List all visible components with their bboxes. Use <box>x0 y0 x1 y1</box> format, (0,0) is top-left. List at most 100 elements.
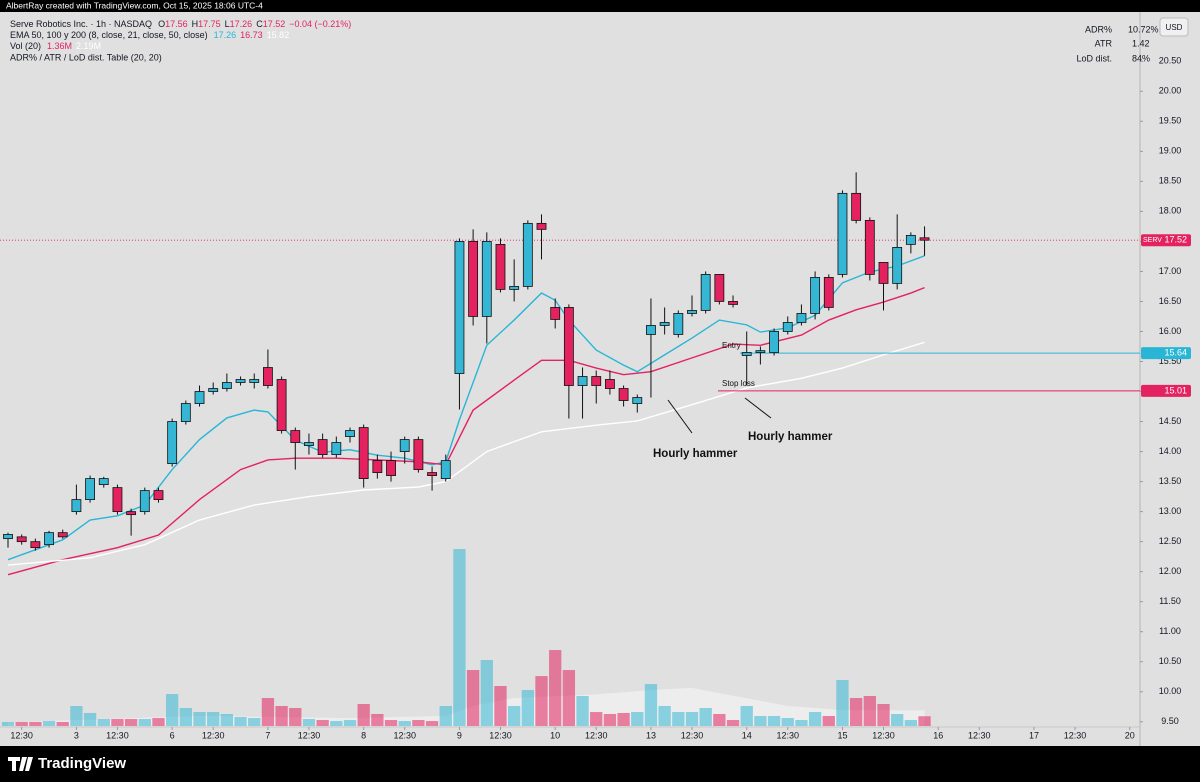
volume-bar <box>152 718 165 726</box>
volume-bar <box>207 712 220 726</box>
candle-body <box>864 219 875 275</box>
candle-body <box>167 421 178 464</box>
volume-bar <box>316 720 329 726</box>
level-label: Entry <box>722 341 741 350</box>
table-cell: LoD dist. <box>1076 53 1112 63</box>
volume-bar <box>289 708 302 726</box>
y-tick-label: 10.00 <box>1159 686 1182 696</box>
volume-bar <box>891 713 904 726</box>
volume-bar <box>15 721 28 726</box>
volume-bar <box>275 705 288 726</box>
volume-bar <box>83 712 97 726</box>
candle-body <box>659 322 670 326</box>
volume-bar <box>699 708 712 726</box>
candle-body <box>358 427 369 479</box>
x-tick-label: 12:30 <box>298 730 321 740</box>
candle-body <box>673 313 684 335</box>
volume-bar <box>302 719 316 726</box>
volume-bar <box>562 670 576 726</box>
candle-body <box>263 367 273 386</box>
vol-legend: Vol (20) 1.36M 2.19M <box>10 41 101 51</box>
volume-bar <box>124 719 138 726</box>
c-label: C <box>256 19 263 29</box>
x-tick-label: 12:30 <box>776 730 799 740</box>
candle-body <box>700 274 711 311</box>
level-tag-label: 15.64 <box>1164 347 1187 357</box>
candle-body <box>208 388 219 392</box>
x-tick-label: 7 <box>265 730 270 740</box>
symbol-tag: SERV <box>1143 237 1162 244</box>
candle-body <box>454 240 465 374</box>
volume-bar <box>29 721 42 726</box>
x-tick-label: 15 <box>837 730 847 740</box>
x-tick-label: 12:30 <box>202 730 225 740</box>
y-tick-label: 19.50 <box>1159 116 1182 126</box>
candle-body <box>249 379 260 383</box>
candle-body <box>180 403 191 422</box>
brand: TradingView <box>38 755 126 772</box>
volume-bar <box>918 716 931 726</box>
volume-bar <box>658 705 671 726</box>
volume-bar <box>713 713 726 726</box>
ema-value: 16.73 <box>240 30 263 40</box>
credit: AlbertRay created with TradingView.com, … <box>6 0 263 10</box>
volume-bar <box>70 705 83 726</box>
volume-bar <box>343 720 357 726</box>
candle-body <box>44 532 54 546</box>
volume-bar <box>384 720 398 726</box>
candle-body <box>98 478 109 485</box>
candle-body <box>823 277 834 308</box>
volume-bar <box>603 713 617 726</box>
volume-bar <box>590 712 603 726</box>
y-tick-label: 12.00 <box>1159 566 1182 576</box>
volume-bar <box>220 713 234 726</box>
volume-bar <box>781 718 794 726</box>
currency-box <box>1159 17 1189 37</box>
candle-body <box>919 237 930 241</box>
candle-body <box>782 322 793 332</box>
x-tick-label: 12:30 <box>106 730 129 740</box>
candle-body <box>290 430 301 443</box>
y-tick-label: 14.50 <box>1159 416 1182 426</box>
x-tick-label: 12:30 <box>681 730 704 740</box>
table-cell: ATR <box>1095 38 1113 48</box>
x-tick-label: 12:30 <box>489 730 512 740</box>
volume-bar <box>494 685 507 726</box>
y-tick-label: 18.50 <box>1159 176 1182 186</box>
candle-body <box>139 490 150 513</box>
candle-body <box>837 192 848 275</box>
vol-title: Vol (20) <box>10 41 41 51</box>
volume-bar <box>179 708 192 726</box>
candle-body <box>194 391 205 404</box>
candle-body <box>536 222 547 230</box>
level-tag <box>1141 384 1191 397</box>
candle-body <box>345 430 355 437</box>
symbol-tag-box <box>1141 234 1191 247</box>
candle-body <box>550 307 561 320</box>
candle-body <box>153 490 164 501</box>
volume-bar <box>549 650 562 726</box>
annotation: Hourly hammer <box>653 448 738 460</box>
x-tick-label: 12:30 <box>585 730 608 740</box>
volume-bar <box>507 705 521 726</box>
y-tick-label: 9.50 <box>1161 716 1179 726</box>
y-tick-label: 16.50 <box>1159 296 1182 306</box>
table-cell: 84% <box>1132 53 1150 63</box>
volume-bar <box>330 721 343 726</box>
volume-bar <box>767 715 781 726</box>
y-tick-label: 17.00 <box>1159 266 1182 276</box>
candle-body <box>495 243 506 290</box>
y-tick-label: 15.50 <box>1159 356 1182 366</box>
ema-line <box>7 341 925 566</box>
x-tick-label: 12:30 <box>968 730 991 740</box>
vol-value: 1.36M <box>47 41 72 51</box>
candle-body <box>851 192 862 221</box>
o-label: O <box>158 19 165 29</box>
x-tick-label: 12:30 <box>872 730 895 740</box>
candle-body <box>577 376 588 386</box>
h-value: 17.75 <box>198 19 221 29</box>
volume-bar <box>248 718 261 726</box>
annotation-arrow <box>744 397 772 419</box>
candle-body <box>522 222 533 287</box>
volume-bar <box>371 713 384 726</box>
